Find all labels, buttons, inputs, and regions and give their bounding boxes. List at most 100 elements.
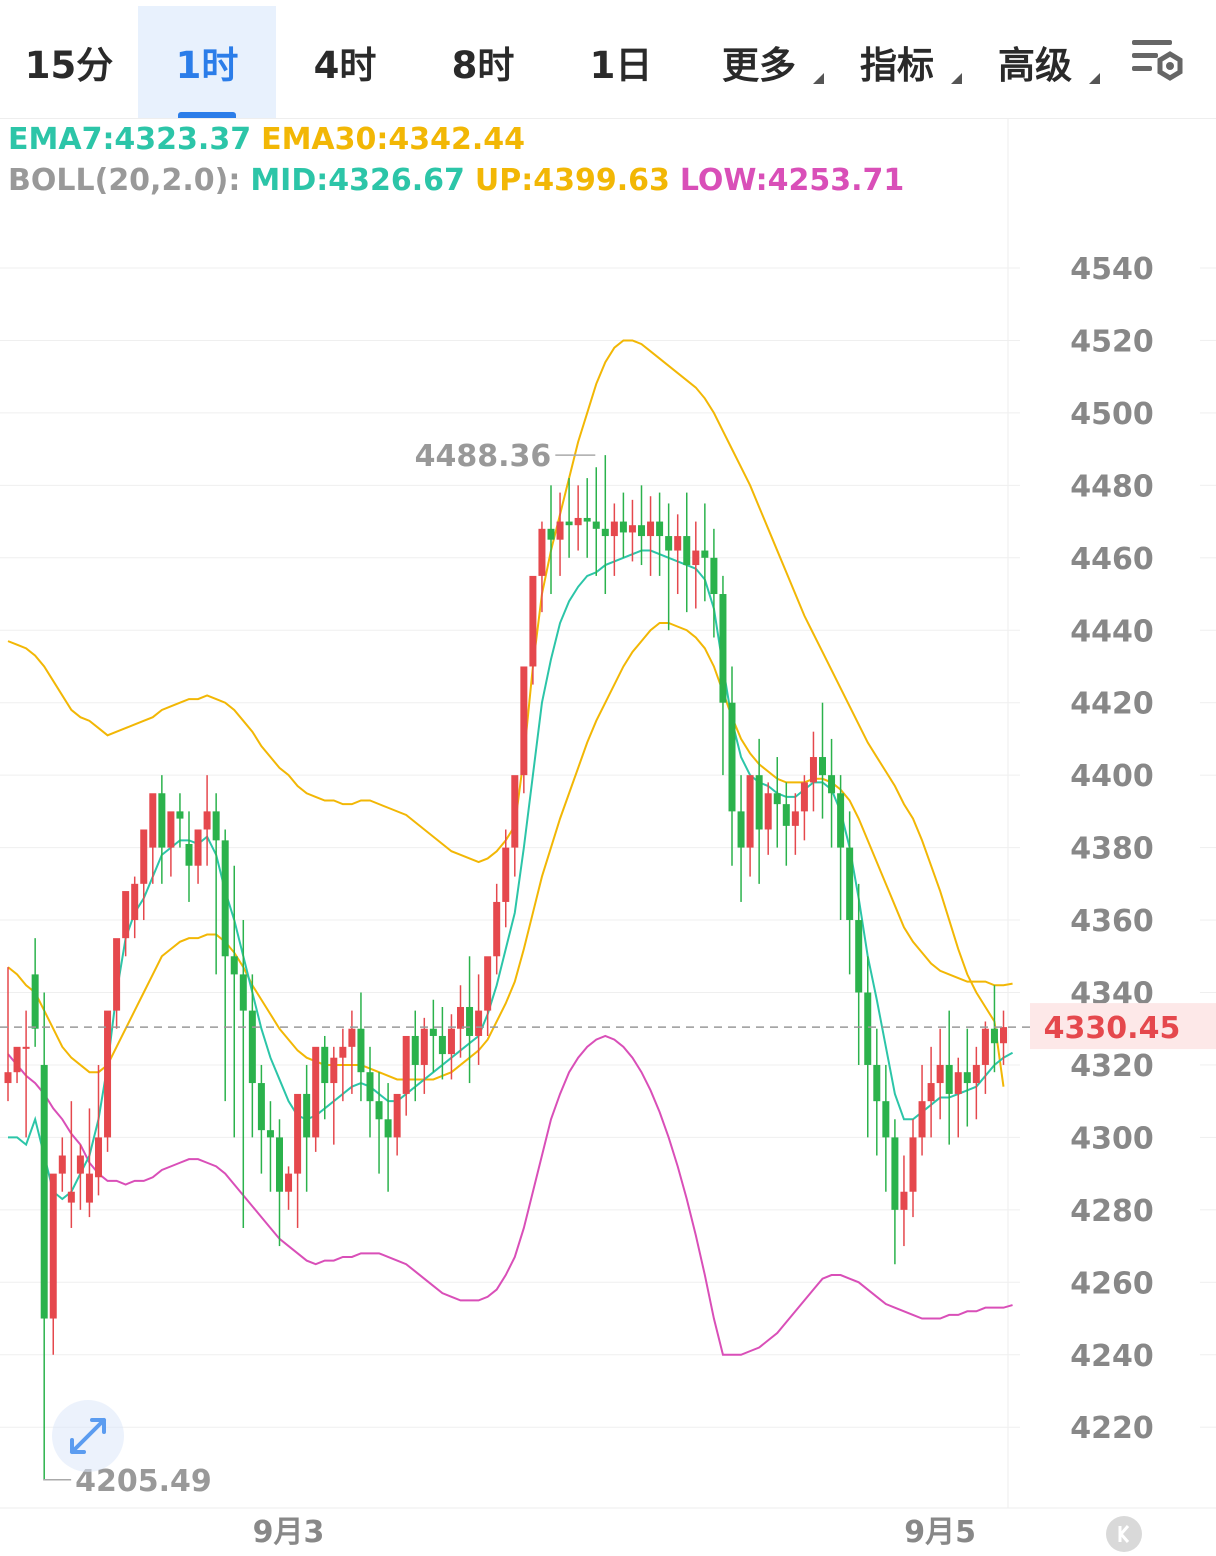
tab-label: 4时	[313, 44, 377, 87]
candle-body	[58, 1155, 66, 1174]
y-axis-tick-label: 4400	[1070, 759, 1154, 794]
candle-body	[954, 1072, 962, 1094]
active-tab-indicator	[178, 112, 236, 118]
candle-body	[140, 829, 148, 884]
y-axis-tick-label: 4260	[1070, 1266, 1154, 1301]
candle-body	[574, 517, 582, 526]
candle-body	[330, 1057, 338, 1084]
tab-label: 1时	[175, 44, 239, 87]
candle-body	[647, 521, 655, 537]
candle-body	[203, 811, 211, 830]
expand-chart-button[interactable]	[52, 1400, 124, 1472]
candle-body	[457, 1006, 464, 1029]
candle-body	[484, 956, 492, 1011]
candle-body	[4, 1072, 12, 1084]
candle-body	[846, 847, 854, 921]
boll-mid-value: MID:4326.67	[250, 163, 465, 198]
y-axis-tick-label: 4220	[1070, 1411, 1154, 1446]
candle-body	[13, 1046, 21, 1073]
candle-body	[384, 1119, 392, 1138]
candle-body	[665, 536, 673, 551]
candle-body	[303, 1093, 311, 1138]
candle-body	[791, 811, 799, 826]
y-axis-tick-label: 4320	[1070, 1049, 1154, 1084]
dropdown-caret-icon	[951, 73, 962, 84]
candle-body	[628, 525, 636, 533]
candle-body	[610, 521, 618, 537]
candle-body	[701, 550, 709, 558]
y-axis-tick-label: 4520	[1070, 324, 1154, 359]
y-axis-tick-label: 4380	[1070, 832, 1154, 867]
boll-low-value: LOW:4253.71	[679, 163, 905, 198]
candle-body	[511, 775, 519, 848]
candle-body	[864, 992, 872, 1065]
candle-body	[40, 1064, 48, 1319]
candle-body	[438, 1035, 446, 1055]
candle-body	[312, 1046, 320, 1138]
candle-body	[230, 956, 238, 975]
tab-label: 1日	[589, 44, 653, 87]
candle-body	[918, 1101, 926, 1138]
candle-body	[348, 1028, 356, 1047]
candle-body	[194, 829, 202, 866]
candle-body	[321, 1046, 329, 1084]
candle-body	[927, 1083, 935, 1102]
candle-body	[276, 1137, 283, 1192]
tab-more[interactable]: 更多	[690, 6, 828, 118]
candle-body	[131, 883, 139, 921]
tab-1d[interactable]: 1日	[552, 6, 690, 118]
tab-indicators[interactable]: 指标	[828, 6, 966, 118]
candle-body	[981, 1028, 989, 1065]
tab-8h[interactable]: 8时	[414, 6, 552, 118]
tab-label: 8时	[451, 44, 515, 87]
candle-body	[339, 1046, 347, 1058]
candle-body	[493, 901, 501, 957]
candle-body	[692, 550, 700, 566]
candle-body	[909, 1137, 917, 1192]
candle-body	[656, 521, 664, 537]
candle-body	[1000, 1027, 1007, 1044]
candle-body	[266, 1130, 274, 1138]
y-axis-tick-label: 4480	[1070, 469, 1154, 504]
candle-body	[411, 1035, 419, 1065]
ema-legend: EMA7:4323.37 EMA30:4342.44	[8, 122, 535, 157]
candle-body	[538, 528, 546, 576]
x-axis-tick-label: 9月5	[904, 1515, 976, 1547]
candle-body	[990, 1028, 998, 1044]
candle-body	[212, 811, 220, 841]
candle-body	[85, 1173, 93, 1203]
candle-body	[393, 1093, 401, 1138]
candle-body	[891, 1137, 899, 1210]
ema7-line	[8, 549, 1014, 1201]
timeframe-toolbar: 15分 1时 4时 8时 1日 更多 指标 高级	[0, 0, 1216, 119]
chart-settings-icon[interactable]	[1128, 36, 1188, 86]
candle-body	[76, 1155, 84, 1174]
candlestick-chart[interactable]: 4540 4520 4500 4480 4460 4440 4420 4400 4380 4360…	[0, 118, 1216, 1547]
candle-body	[710, 557, 718, 595]
boll-legend: BOLL(20,2.0): MID:4326.67 UP:4399.63 LOW:42…	[8, 163, 914, 198]
tab-4h[interactable]: 4时	[276, 6, 414, 118]
candle-body	[855, 920, 863, 993]
boll-label: BOLL(20,2.0):	[8, 163, 241, 198]
candle-body	[972, 1064, 980, 1084]
candle-body	[149, 793, 157, 848]
candle-body	[158, 793, 166, 848]
candle-body	[837, 793, 845, 848]
ema7-value: EMA7:4323.37	[8, 122, 252, 157]
candle-body	[122, 891, 130, 939]
k-logo-icon[interactable]	[1106, 1516, 1142, 1552]
tab-advanced[interactable]: 高级	[966, 6, 1104, 118]
expand-arrows-icon	[70, 1418, 106, 1454]
candle-body	[565, 521, 573, 526]
tab-1h[interactable]: 1时	[138, 6, 276, 118]
candle-body	[583, 517, 591, 522]
candle-body	[466, 1006, 474, 1036]
tab-label: 更多	[722, 44, 796, 87]
candle-body	[728, 702, 736, 812]
x-axis-tick-label: 9月3	[253, 1515, 325, 1547]
candle-body	[900, 1191, 908, 1210]
tab-15m[interactable]: 15分	[0, 6, 138, 118]
candle-body	[257, 1083, 265, 1131]
y-axis-tick-label: 4540	[1070, 252, 1154, 287]
candle-body	[95, 1137, 102, 1178]
